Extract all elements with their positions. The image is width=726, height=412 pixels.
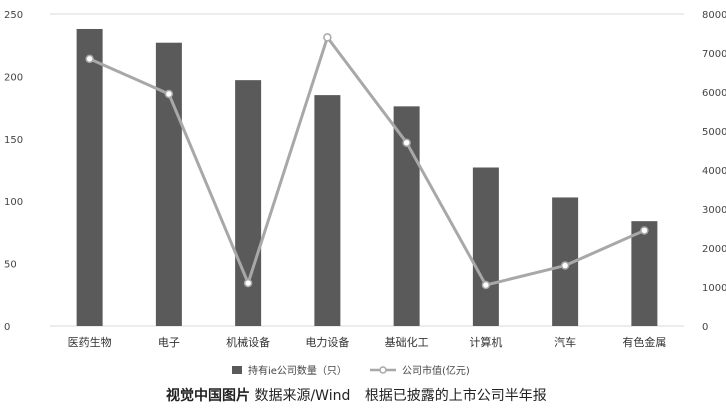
y-right-tick-label: 8000 xyxy=(702,10,726,21)
line-point xyxy=(85,54,94,64)
line-point xyxy=(481,280,491,290)
y-left-tick-label: 250 xyxy=(4,10,23,21)
line-point xyxy=(402,138,411,147)
y-right-tick-label: 4000 xyxy=(702,166,726,177)
value-line xyxy=(89,35,645,287)
y-right-tick-label: 6000 xyxy=(702,88,726,99)
category-label: 基础化工 xyxy=(385,335,429,349)
label-layer: 医药生物 电子 机械设备 电力设备 基础化工 计算机 汽车 有色金属 xyxy=(68,335,667,349)
y-right-tick-label: 0 xyxy=(702,322,708,333)
axis-layer: 0 50 100 150 200 250 0 1000 2000 3000 4000 5000 6000… xyxy=(4,10,726,333)
y-right-tick-label: 1000 xyxy=(702,283,726,294)
category-label: 电力设备 xyxy=(305,335,349,349)
y-left-tick-label: 200 xyxy=(4,72,23,83)
line-point xyxy=(243,278,253,288)
category-label: 有色金属 xyxy=(622,335,666,349)
y-left-tick-label: 0 xyxy=(4,322,10,333)
line-point xyxy=(560,261,570,270)
bar xyxy=(314,95,341,327)
line-point xyxy=(640,226,649,235)
y-left-tick-label: 150 xyxy=(4,135,23,146)
y-left-tick-label: 50 xyxy=(4,260,17,271)
y-right-tick-label: 3000 xyxy=(702,205,726,216)
y-right-tick-label: 7000 xyxy=(702,49,726,60)
legend-bar-swatch xyxy=(232,366,242,374)
bar xyxy=(472,167,499,326)
chart-canvas: 0 50 100 150 200 250 0 1000 2000 3000 4000 5000 6000… xyxy=(4,10,726,377)
bar xyxy=(631,221,658,326)
category-label: 汽车 xyxy=(554,335,576,349)
image-caption: 视觉中国图片 数据来源/Wind 根据已披露的上市公司半年报 xyxy=(166,385,726,409)
category-label: 计算机 xyxy=(469,335,502,349)
legend-bar-label: 持有ie公司数量（只） xyxy=(248,364,347,377)
category-label: 电子 xyxy=(158,336,180,349)
bar xyxy=(76,28,103,326)
legend-line-label: 公司市值(亿元) xyxy=(402,364,470,377)
category-label: 医药生物 xyxy=(68,335,112,349)
line-point xyxy=(323,33,332,42)
legend-line-marker xyxy=(379,366,387,374)
photo-credit: 视觉中国图片 xyxy=(166,388,250,404)
y-right-tick-label: 2000 xyxy=(702,244,726,255)
legend: 持有ie公司数量（只） 公司市值(亿元) xyxy=(232,364,470,377)
bar xyxy=(155,42,182,326)
y-left-tick-label: 100 xyxy=(4,197,23,208)
bar-layer xyxy=(76,28,658,327)
line-point xyxy=(164,89,174,99)
bar xyxy=(235,80,262,326)
data-source: 数据来源/Wind xyxy=(254,388,351,404)
caption-note: 根据已披露的上市公司半年报 xyxy=(364,388,547,404)
line-layer xyxy=(85,33,649,290)
y-right-tick-label: 5000 xyxy=(702,127,726,138)
category-label: 机械设备 xyxy=(226,335,270,349)
